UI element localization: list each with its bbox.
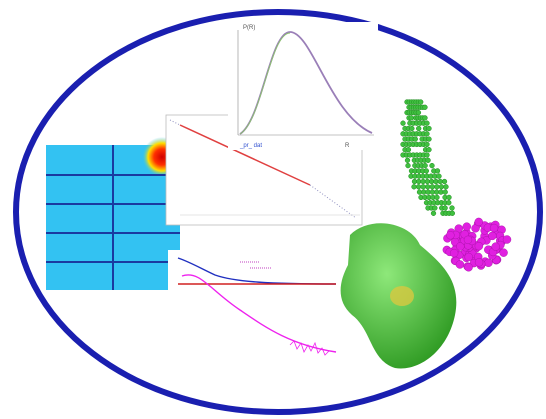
bead bbox=[435, 169, 440, 174]
bead bbox=[418, 100, 423, 105]
bead bbox=[427, 147, 432, 152]
bead bbox=[421, 184, 426, 189]
blob-bead bbox=[450, 249, 458, 257]
bead bbox=[406, 163, 411, 168]
bead bbox=[437, 174, 442, 179]
bead bbox=[430, 184, 435, 189]
x-axis-label: R bbox=[345, 143, 350, 149]
bead bbox=[446, 200, 451, 205]
bead bbox=[423, 116, 428, 121]
bead bbox=[434, 184, 439, 189]
bead bbox=[425, 131, 430, 136]
bead bbox=[401, 121, 406, 126]
blob-bead bbox=[446, 231, 454, 239]
page: P(R) R _pr_ dat (() => { const data = JS… bbox=[0, 0, 546, 419]
blob-bead bbox=[464, 236, 472, 244]
bead bbox=[443, 206, 448, 211]
blob-bead bbox=[484, 259, 492, 267]
bead bbox=[416, 126, 421, 131]
bead bbox=[431, 211, 436, 216]
legend: _pr_ dat bbox=[239, 143, 262, 149]
bead bbox=[425, 142, 430, 147]
bead bbox=[423, 163, 428, 168]
blob-bead bbox=[492, 243, 500, 251]
bead bbox=[412, 184, 417, 189]
bead bbox=[413, 137, 418, 142]
bead bbox=[425, 121, 430, 126]
blob-bead bbox=[465, 253, 473, 261]
bead bbox=[406, 147, 411, 152]
bead bbox=[405, 158, 410, 163]
blob-bead bbox=[488, 232, 496, 240]
bead bbox=[423, 105, 428, 110]
bead bbox=[416, 110, 421, 115]
blob-bead bbox=[465, 263, 473, 271]
bead bbox=[443, 190, 448, 195]
bead bbox=[424, 169, 429, 174]
blob-bead bbox=[475, 242, 483, 250]
blob-bead bbox=[475, 218, 483, 226]
bead bbox=[430, 163, 435, 168]
bead bbox=[427, 126, 432, 131]
bead bbox=[450, 206, 455, 211]
bead bbox=[435, 195, 440, 200]
bead bbox=[425, 184, 430, 189]
blob-bead bbox=[500, 249, 508, 257]
bead bbox=[409, 116, 414, 121]
blob-bead bbox=[490, 224, 498, 232]
bead bbox=[416, 184, 421, 189]
bead bbox=[427, 137, 432, 142]
blob-bead bbox=[503, 236, 511, 244]
bead bbox=[450, 211, 455, 216]
plot-frame bbox=[168, 250, 338, 385]
blob-bead bbox=[456, 260, 464, 268]
collage: P(R) R _pr_ dat bbox=[0, 0, 546, 419]
bead bbox=[447, 195, 452, 200]
bead bbox=[444, 184, 449, 189]
blob-bead bbox=[475, 258, 483, 266]
scattering-plot bbox=[168, 250, 338, 385]
detector-image bbox=[46, 137, 182, 290]
bead bbox=[425, 153, 430, 158]
bead bbox=[439, 184, 444, 189]
y-axis-label: P(R) bbox=[243, 25, 255, 31]
highlight bbox=[390, 286, 414, 306]
pr-plot: P(R) R _pr_ dat bbox=[228, 22, 378, 150]
bead bbox=[432, 206, 437, 211]
blob-bead bbox=[463, 223, 471, 231]
bead bbox=[426, 158, 431, 163]
bead bbox=[442, 179, 447, 184]
bead bbox=[409, 126, 414, 131]
